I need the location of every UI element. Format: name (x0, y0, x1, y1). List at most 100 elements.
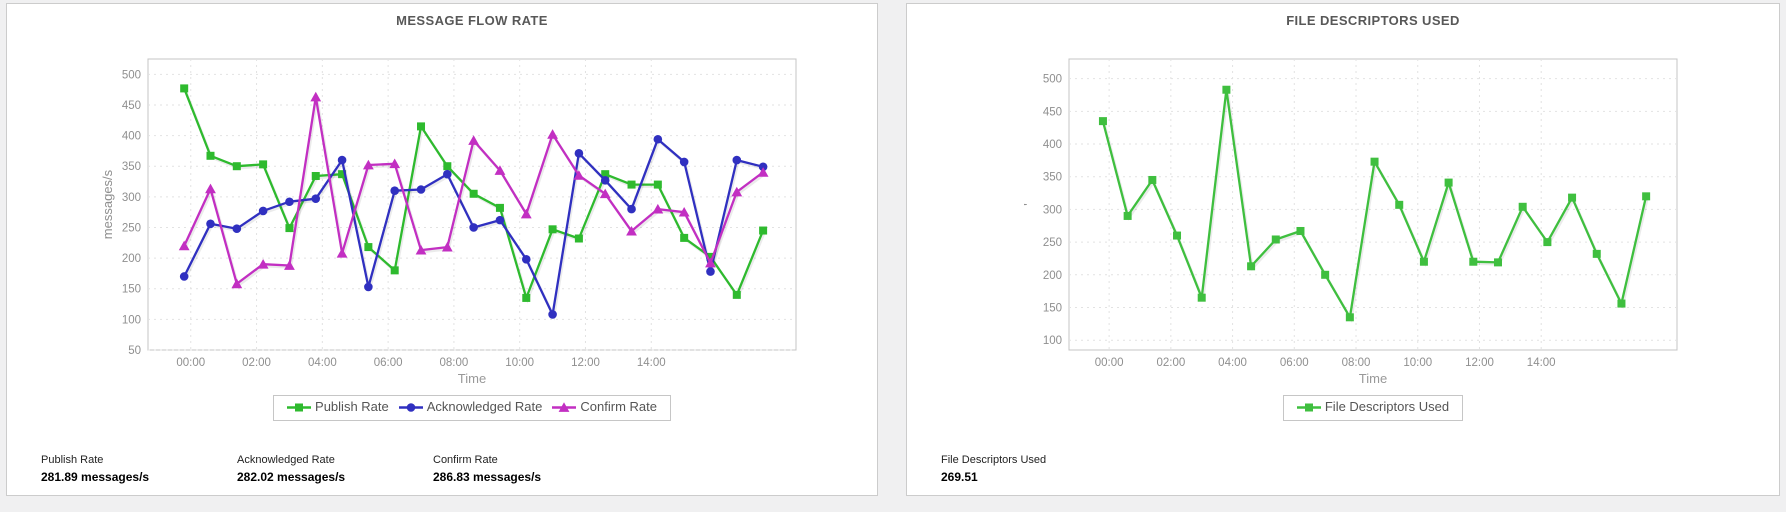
file-descriptors-used-data-point[interactable] (1296, 226, 1305, 235)
publish-rate-data-point[interactable] (706, 252, 715, 261)
acknowledged-rate-data-point[interactable] (732, 155, 742, 165)
confirm-rate-data-point[interactable] (757, 167, 769, 177)
publish-rate-data-point[interactable] (653, 180, 662, 189)
publish-rate-data-point[interactable] (338, 170, 347, 179)
publish-rate-data-point[interactable] (759, 226, 768, 235)
acknowledged-rate-data-point[interactable] (364, 282, 373, 292)
acknowledged-rate-data-point[interactable] (627, 204, 636, 214)
square-marker-glyph[interactable] (295, 403, 304, 412)
acknowledged-rate-data-point[interactable] (390, 186, 400, 196)
publish-rate-data-point[interactable] (548, 225, 557, 234)
confirm-rate-data-point[interactable] (626, 225, 637, 236)
acknowledged-rate-data-point[interactable] (206, 219, 215, 229)
publish-rate-data-point[interactable] (522, 293, 531, 302)
file-descriptors-used-data-point[interactable] (1345, 313, 1354, 322)
publish-rate-data-point[interactable] (601, 170, 610, 179)
acknowledged-rate-data-point[interactable] (179, 272, 189, 281)
acknowledged-rate-data-point[interactable] (548, 310, 557, 319)
acknowledged-rate-data-point[interactable] (495, 215, 505, 225)
file-descriptors-used-data-point[interactable] (1493, 258, 1502, 267)
confirm-rate-data-point[interactable] (468, 135, 480, 145)
publish-rate-data-point[interactable] (417, 122, 426, 131)
file-descriptors-used-data-point[interactable] (1568, 193, 1577, 202)
publish-rate-data-point[interactable] (259, 160, 268, 169)
publish-rate-data-point[interactable] (206, 151, 215, 160)
publish-rate-data-point[interactable] (285, 224, 294, 233)
confirm-rate-data-point[interactable] (678, 206, 690, 217)
file-descriptors-used-data-point[interactable] (1148, 175, 1157, 184)
confirm-rate-data-point[interactable] (731, 186, 743, 197)
chart-canvas[interactable]: 100 150 200 250 300 350 400 450 500 00:00 02:00 04:… (907, 34, 1781, 434)
triangle-marker-glyph[interactable] (558, 402, 570, 413)
file-descriptors-used-data-point[interactable] (1395, 200, 1404, 209)
confirm-rate-data-point[interactable] (415, 244, 427, 255)
acknowledged-rate-data-point[interactable] (258, 206, 268, 216)
acknowledged-rate-data-point[interactable] (521, 255, 531, 264)
file-descriptors-used-data-point[interactable] (1518, 202, 1527, 211)
confirm-rate-data-point[interactable] (520, 208, 532, 219)
acknowledged-rate-data-point[interactable] (416, 185, 426, 194)
file-descriptors-used-data-point[interactable] (1592, 249, 1601, 258)
publish-rate-data-point[interactable] (680, 233, 689, 242)
publish-rate-data-point[interactable] (180, 84, 189, 93)
confirm-rate-data-point[interactable] (441, 241, 453, 252)
acknowledged-rate-data-point[interactable] (574, 149, 584, 158)
publish-rate-data-point[interactable] (495, 203, 504, 212)
acknowledged-rate-data-point[interactable] (653, 134, 663, 144)
publish-rate-data-point[interactable] (469, 189, 478, 198)
circle-marker-glyph[interactable] (406, 403, 416, 413)
confirm-rate-data-point[interactable] (231, 278, 243, 289)
file-descriptors-used-data-point[interactable] (1271, 235, 1280, 244)
file-descriptors-used-data-point[interactable] (1444, 178, 1453, 187)
x-axis-tick-label: 10:00 (1403, 357, 1432, 369)
confirm-rate-data-point[interactable] (389, 158, 401, 169)
acknowledged-rate-data-point[interactable] (337, 155, 347, 165)
acknowledged-rate-data-point[interactable] (232, 224, 242, 233)
confirm-rate-data-point[interactable] (336, 248, 348, 258)
acknowledged-rate-data-point[interactable] (706, 267, 715, 276)
confirm-rate-data-point[interactable] (362, 159, 374, 170)
publish-rate-data-point[interactable] (574, 234, 583, 243)
acknowledged-rate-data-point[interactable] (469, 223, 478, 232)
confirm-rate-data-point[interactable] (705, 257, 716, 268)
confirm-rate-data-point[interactable] (599, 188, 611, 199)
file-descriptors-used-data-point[interactable] (1642, 192, 1651, 201)
confirm-rate-data-point[interactable] (178, 240, 190, 251)
acknowledged-rate-data-point[interactable] (311, 194, 321, 203)
confirm-rate-data-point[interactable] (205, 183, 216, 194)
publish-rate-data-point[interactable] (443, 162, 452, 171)
acknowledged-rate-data-point[interactable] (443, 169, 452, 179)
acknowledged-rate-data-point[interactable] (679, 157, 689, 167)
acknowledged-rate-data-point[interactable] (758, 162, 768, 172)
publish-rate-data-point[interactable] (364, 243, 373, 252)
chart-canvas[interactable]: 50 100 150 200 250 300 350 400 450 500 00:00 02:00 0… (7, 34, 879, 434)
publish-rate-data-point[interactable] (627, 180, 636, 189)
confirm-rate-data-point[interactable] (310, 91, 322, 102)
file-descriptors-used-data-point[interactable] (1222, 85, 1231, 94)
confirm-rate-data-point[interactable] (257, 259, 269, 269)
publish-rate-data-point[interactable] (390, 266, 399, 275)
file-descriptors-used-data-point[interactable] (1370, 157, 1379, 166)
square-marker-glyph[interactable] (1304, 403, 1313, 412)
file-descriptors-used-data-point[interactable] (1173, 231, 1182, 240)
legend-item-file-descriptors-used: File Descriptors Used (1296, 399, 1449, 414)
publish-rate-data-point[interactable] (311, 172, 320, 181)
file-descriptors-used-data-point[interactable] (1247, 262, 1256, 271)
confirm-rate-data-point[interactable] (573, 170, 585, 180)
acknowledged-rate-data-point[interactable] (285, 197, 294, 207)
file-descriptors-used-data-point[interactable] (1321, 270, 1330, 279)
file-descriptors-used-data-point[interactable] (1419, 257, 1428, 266)
confirm-rate-data-point[interactable] (547, 129, 558, 139)
file-descriptors-used-data-point[interactable] (1617, 299, 1626, 308)
file-descriptors-used-data-point[interactable] (1123, 211, 1132, 220)
confirm-rate-data-point[interactable] (652, 203, 664, 214)
file-descriptors-used-data-point[interactable] (1197, 293, 1206, 302)
file-descriptors-used-data-point[interactable] (1543, 238, 1552, 247)
publish-rate-data-point[interactable] (232, 162, 241, 171)
acknowledged-rate-data-point[interactable] (600, 176, 610, 185)
confirm-rate-data-point[interactable] (494, 165, 506, 175)
publish-rate-data-point[interactable] (732, 290, 741, 299)
file-descriptors-used-data-point[interactable] (1469, 257, 1478, 266)
file-descriptors-used-data-point[interactable] (1098, 117, 1107, 126)
confirm-rate-data-point[interactable] (284, 260, 295, 270)
